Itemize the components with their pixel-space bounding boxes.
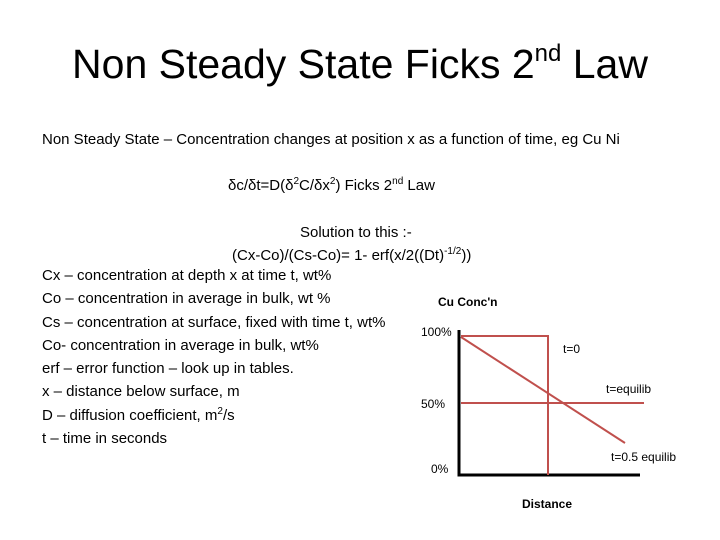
definition-x: x – distance below surface, m	[42, 383, 240, 401]
definition-erf: erf – error function – look up in tables…	[42, 360, 294, 378]
y-axis-label: Cu Conc'n	[438, 295, 498, 309]
solution-equation: (Cx-Co)/(Cs-Co)= 1- erf(x/2((Dt)-1/2))	[232, 246, 472, 265]
page-title: Non Steady State Ficks 2nd Law	[72, 40, 648, 87]
curve-label-half-equilib: t=0.5 equilib	[611, 450, 677, 464]
y-tick-50: 50%	[421, 397, 446, 411]
definition-d: D – diffusion coefficient, m2/s	[42, 405, 235, 424]
definition-cs: Cs – concentration at surface, fixed wit…	[42, 313, 386, 331]
definition-cx: Cx – concentration at depth x at time t,…	[42, 267, 332, 284]
ficks-equation: δc/δt=D(δ2C/δx2) Ficks 2nd Law	[228, 176, 435, 195]
curve-label-equilib: t=equilib	[606, 382, 652, 396]
x-axis-label: Distance	[522, 497, 573, 511]
solution-heading: Solution to this :-	[300, 224, 412, 241]
curve-label-t0: t=0	[563, 342, 581, 356]
curve-half-equilib	[460, 336, 626, 444]
definition-co-bulk: Co- concentration in average in bulk, wt…	[42, 336, 319, 354]
curve-t0	[461, 335, 549, 475]
definition-co: Co – concentration in average in bulk, w…	[42, 290, 331, 308]
intro-text: Non Steady State – Concentration changes…	[42, 131, 620, 148]
definition-t: t – time in seconds	[42, 430, 168, 448]
y-tick-0: 0%	[431, 462, 449, 476]
y-tick-100: 100%	[421, 325, 452, 339]
definitions-list: Cx – concentration at depth x at time t,…	[42, 264, 385, 450]
